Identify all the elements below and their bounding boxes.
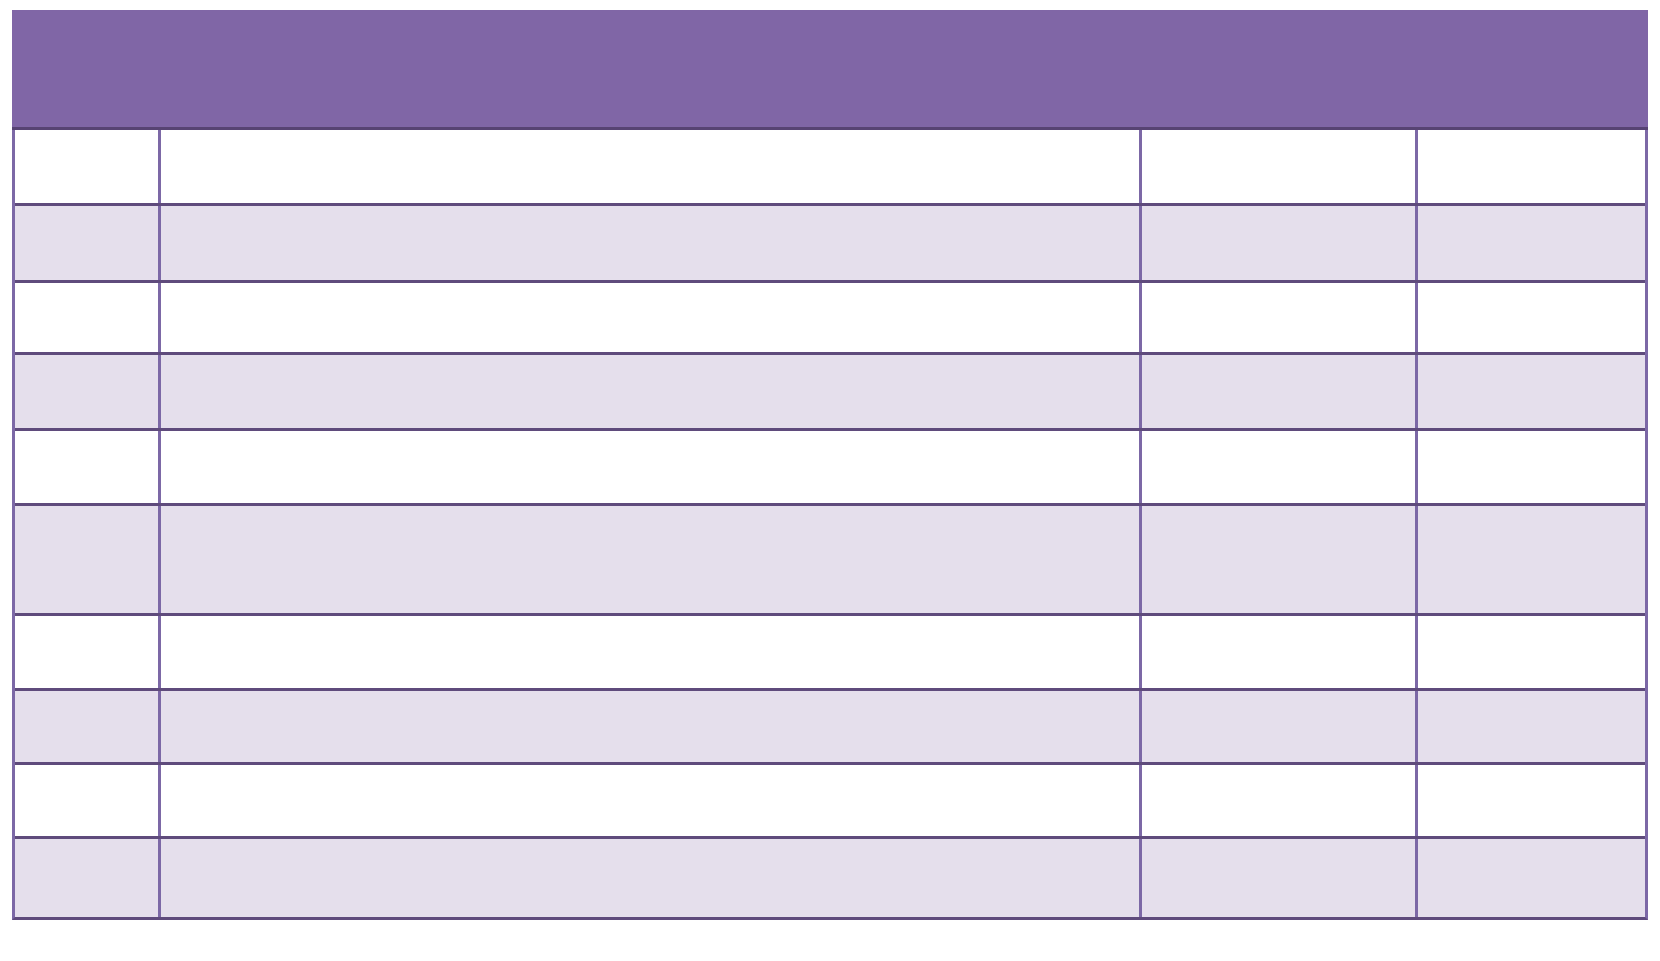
- table-cell: [1418, 765, 1645, 836]
- table-cell: [1142, 765, 1418, 836]
- table-cell: [15, 765, 161, 836]
- table-cell: [1142, 691, 1418, 762]
- table-cell: [161, 283, 1142, 352]
- table-cell: [15, 691, 161, 762]
- table-cell: [161, 506, 1142, 613]
- table-cell: [161, 206, 1142, 280]
- table-cell: [1142, 206, 1418, 280]
- table-cell: [161, 839, 1142, 917]
- table-row: [15, 506, 1645, 616]
- table-row: [15, 691, 1645, 765]
- table-cell: [15, 355, 161, 428]
- table-row: [15, 431, 1645, 506]
- table-cell: [1418, 616, 1645, 688]
- table-cell: [15, 839, 161, 917]
- table-cell: [1142, 506, 1418, 613]
- table-cell: [15, 506, 161, 613]
- table-cell: [161, 431, 1142, 503]
- table-cell: [15, 431, 161, 503]
- table-cell: [15, 206, 161, 280]
- table-cell: [1418, 431, 1645, 503]
- table-row: [15, 355, 1645, 431]
- table-cell: [1418, 130, 1645, 203]
- table-cell: [161, 616, 1142, 688]
- table-row: [15, 130, 1645, 206]
- table-cell: [15, 283, 161, 352]
- table-row: [15, 765, 1645, 839]
- table-cell: [161, 765, 1142, 836]
- table-cell: [1418, 506, 1645, 613]
- table-cell: [1142, 130, 1418, 203]
- table-cell: [1142, 839, 1418, 917]
- table-row: [15, 283, 1645, 355]
- table-cell: [1142, 283, 1418, 352]
- table-cell: [1418, 839, 1645, 917]
- banded-table: [12, 10, 1648, 950]
- table-cell: [1418, 691, 1645, 762]
- table-cell: [1142, 431, 1418, 503]
- table-cell: [1418, 355, 1645, 428]
- table-cell: [1418, 206, 1645, 280]
- table-cell: [15, 130, 161, 203]
- table-row: [15, 206, 1645, 283]
- table-cell: [1142, 355, 1418, 428]
- table-cell: [161, 130, 1142, 203]
- table-header-row: [12, 10, 1648, 130]
- table-cell: [1142, 616, 1418, 688]
- table-cell: [161, 355, 1142, 428]
- table-row: [15, 839, 1645, 917]
- table-body: [12, 130, 1648, 920]
- table-cell: [15, 616, 161, 688]
- table-row: [15, 616, 1645, 691]
- table-cell: [1418, 283, 1645, 352]
- table-cell: [161, 691, 1142, 762]
